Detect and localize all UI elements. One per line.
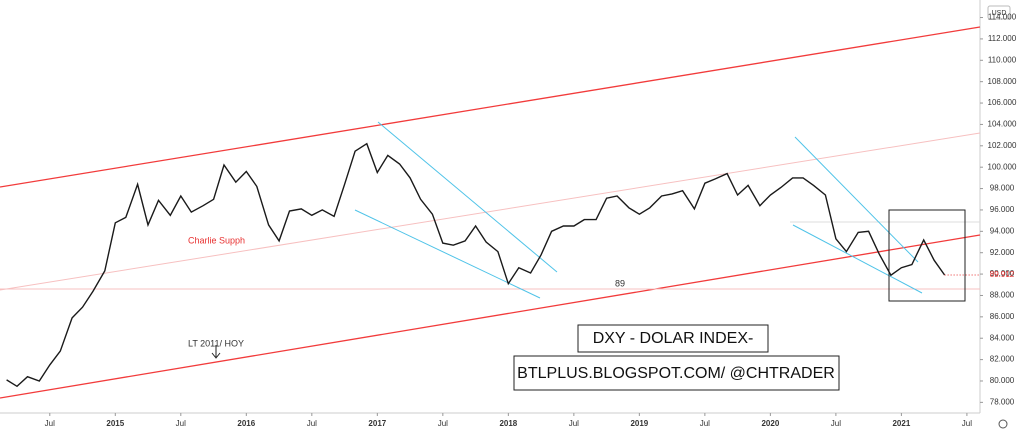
x-tick-label: 2015	[106, 419, 124, 428]
y-tick-label: 96.000	[990, 205, 1015, 214]
x-tick-label: Jul	[962, 419, 972, 428]
x-tick-label: Jul	[831, 419, 841, 428]
wedge-line	[377, 121, 558, 273]
x-tick-label: Jul	[45, 419, 55, 428]
annotation: 89	[615, 278, 625, 288]
x-tick-label: 2018	[499, 419, 517, 428]
currency-box	[987, 5, 1011, 20]
annotation: Charlie Supph	[188, 235, 245, 245]
channel-top	[0, 26, 981, 188]
x-tick-label: Jul	[569, 419, 579, 428]
wedge-line	[794, 136, 919, 263]
x-tick-label: 2017	[368, 419, 386, 428]
y-tick-label: 78.000	[990, 397, 1015, 406]
x-tick-label: 2016	[237, 419, 255, 428]
y-tick-label: 92.000	[990, 248, 1015, 257]
settings-icon[interactable]	[998, 419, 1008, 429]
x-tick-label: 2021	[892, 419, 910, 428]
y-tick-label: 108.000	[988, 77, 1017, 86]
title-box	[577, 324, 769, 353]
channel-bottom	[0, 234, 981, 399]
y-tick-label: 102.000	[988, 141, 1017, 150]
annotation: LT 2011/ HOY	[188, 338, 244, 348]
last-price-label: 89.912	[990, 270, 1015, 279]
y-tick-label: 114.000	[988, 13, 1017, 22]
y-tick-label: 90.000	[990, 269, 1015, 278]
y-tick-label: 84.000	[990, 333, 1015, 342]
y-tick-label: 112.000	[988, 34, 1017, 43]
currency: USD	[992, 10, 1007, 17]
y-tick-label: 94.000	[990, 226, 1015, 235]
y-tick-label: 82.000	[990, 355, 1015, 364]
y-tick-label: 86.000	[990, 312, 1015, 321]
wedge-line	[792, 224, 923, 294]
box	[888, 209, 966, 302]
price-line	[6, 142, 946, 388]
drawings	[0, 26, 981, 399]
subtitle: BTLPLUS.BLOGSPOT.COM/ @CHTRADER	[517, 365, 835, 382]
arrow-head	[211, 352, 221, 359]
x-tick-label: Jul	[307, 419, 317, 428]
x-tick-label: 2019	[630, 419, 648, 428]
y-tick-label: 80.000	[990, 376, 1015, 385]
x-tick-label: Jul	[176, 419, 186, 428]
x-tick-label: Jul	[700, 419, 710, 428]
chart-title: DXY - DOLAR INDEX-	[593, 330, 754, 347]
y-tick-label: 110.000	[988, 55, 1017, 64]
x-tick-label: 2020	[761, 419, 779, 428]
y-tick-label: 106.000	[988, 98, 1017, 107]
y-tick-label: 88.000	[990, 291, 1015, 300]
subtitle-box	[513, 355, 840, 391]
y-tick-label: 104.000	[988, 120, 1017, 129]
x-tick-label: Jul	[438, 419, 448, 428]
y-tick-label: 98.000	[990, 184, 1015, 193]
y-tick-label: 100.000	[988, 162, 1017, 171]
